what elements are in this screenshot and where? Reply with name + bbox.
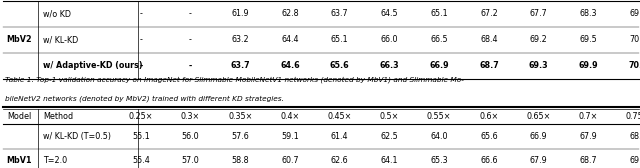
Text: 66.9: 66.9 [429,61,449,70]
Text: 55.4: 55.4 [132,156,150,165]
Text: w/ KL-KD: w/ KL-KD [43,35,78,44]
Text: 69.3: 69.3 [529,61,548,70]
Text: 62.6: 62.6 [331,156,349,165]
Text: -: - [140,35,142,44]
Text: w/ KL-KD (T=0.5): w/ KL-KD (T=0.5) [43,132,111,141]
Text: 0.4×: 0.4× [280,112,300,121]
Text: 69.5: 69.5 [579,35,597,44]
Text: 0.75×: 0.75× [626,112,640,121]
Text: 63.2: 63.2 [232,35,249,44]
Text: 62.5: 62.5 [381,132,398,141]
Text: -: - [189,35,192,44]
Text: 66.5: 66.5 [430,35,448,44]
Text: 66.6: 66.6 [480,156,498,165]
Text: MbV1: MbV1 [6,156,32,165]
Text: 67.2: 67.2 [480,9,498,18]
Text: 55.1: 55.1 [132,132,150,141]
Text: 69.5: 69.5 [629,156,640,165]
Text: 63.7: 63.7 [331,9,349,18]
Text: 68.4: 68.4 [480,35,498,44]
Text: 64.6: 64.6 [280,61,300,70]
Text: 68.7: 68.7 [580,156,597,165]
Text: 61.9: 61.9 [232,9,249,18]
Text: 63.7: 63.7 [230,61,250,70]
Text: 65.6: 65.6 [330,61,349,70]
Text: 64.1: 64.1 [381,156,398,165]
Text: -: - [139,61,143,70]
Text: 68.7: 68.7 [479,61,499,70]
Text: 68.7: 68.7 [629,132,640,141]
Text: MbV2: MbV2 [6,35,32,44]
Text: 60.7: 60.7 [281,156,299,165]
Text: 56.0: 56.0 [182,132,199,141]
Text: Table 1. Top-1 validation accuracy on ImageNet for Slimmable MobileNetV1 network: Table 1. Top-1 validation accuracy on Im… [5,76,464,83]
Text: 65.1: 65.1 [430,9,448,18]
Text: 0.35×: 0.35× [228,112,252,121]
Text: w/o KD: w/o KD [43,9,71,18]
Text: 64.5: 64.5 [381,9,398,18]
Text: 70.1: 70.1 [629,35,640,44]
Text: 66.0: 66.0 [381,35,398,44]
Text: 0.7×: 0.7× [579,112,598,121]
Text: 0.3×: 0.3× [181,112,200,121]
Text: 0.65×: 0.65× [527,112,551,121]
Text: 66.9: 66.9 [530,132,547,141]
Text: 67.9: 67.9 [530,156,547,165]
Text: 67.7: 67.7 [530,9,547,18]
Text: T=2.0: T=2.0 [43,156,67,165]
Text: 0.25×: 0.25× [129,112,153,121]
Text: Method: Method [43,112,73,121]
Text: 67.9: 67.9 [579,132,597,141]
Text: 58.8: 58.8 [232,156,249,165]
Text: 0.45×: 0.45× [328,112,352,121]
Text: 62.8: 62.8 [281,9,299,18]
Text: 70.5: 70.5 [628,61,640,70]
Text: 0.5×: 0.5× [380,112,399,121]
Text: 0.55×: 0.55× [427,112,451,121]
Text: 57.6: 57.6 [232,132,249,141]
Text: 65.1: 65.1 [331,35,349,44]
Text: -: - [189,9,192,18]
Text: bileNetV2 networks (denoted by MbV2) trained with different KD strategies.: bileNetV2 networks (denoted by MbV2) tra… [5,96,284,102]
Text: 0.6×: 0.6× [479,112,499,121]
Text: 68.3: 68.3 [580,9,597,18]
Text: 66.3: 66.3 [380,61,399,70]
Text: -: - [189,61,192,70]
Text: 69.9: 69.9 [579,61,598,70]
Text: 64.0: 64.0 [431,132,448,141]
Text: 61.4: 61.4 [331,132,348,141]
Text: -: - [140,9,142,18]
Text: 65.3: 65.3 [430,156,448,165]
Text: 69.0: 69.0 [629,9,640,18]
Text: 57.0: 57.0 [182,156,200,165]
Text: 64.4: 64.4 [281,35,299,44]
Text: w/ Adaptive-KD (ours): w/ Adaptive-KD (ours) [43,61,143,70]
Text: Model: Model [7,112,31,121]
Text: 59.1: 59.1 [281,132,299,141]
Text: 65.6: 65.6 [480,132,498,141]
Text: 69.2: 69.2 [530,35,547,44]
